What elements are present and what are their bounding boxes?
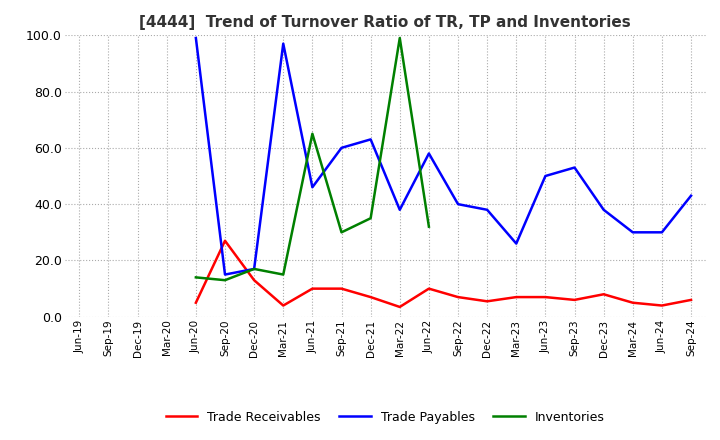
Trade Payables <box>629 230 637 235</box>
Trade Payables <box>512 241 521 246</box>
Inventories <box>250 266 258 271</box>
Inventories <box>337 230 346 235</box>
Inventories <box>395 35 404 40</box>
Trade Payables <box>366 137 375 142</box>
Trade Payables <box>220 272 229 277</box>
Trade Receivables <box>454 294 462 300</box>
Trade Payables <box>279 41 287 46</box>
Trade Receivables <box>657 303 666 308</box>
Trade Payables <box>483 207 492 213</box>
Trade Receivables <box>425 286 433 291</box>
Trade Payables <box>657 230 666 235</box>
Trade Receivables <box>599 292 608 297</box>
Trade Receivables <box>308 286 317 291</box>
Trade Receivables <box>337 286 346 291</box>
Legend: Trade Receivables, Trade Payables, Inventories: Trade Receivables, Trade Payables, Inven… <box>161 406 610 429</box>
Inventories <box>425 224 433 229</box>
Trade Payables <box>454 202 462 207</box>
Inventories <box>220 278 229 283</box>
Trade Receivables <box>570 297 579 303</box>
Line: Trade Payables: Trade Payables <box>196 38 691 275</box>
Trade Receivables <box>192 300 200 305</box>
Inventories <box>366 216 375 221</box>
Trade Receivables <box>483 299 492 304</box>
Trade Receivables <box>512 294 521 300</box>
Inventories <box>308 131 317 136</box>
Trade Payables <box>250 266 258 271</box>
Trade Receivables <box>220 238 229 243</box>
Inventories <box>279 272 287 277</box>
Line: Inventories: Inventories <box>196 38 429 280</box>
Trade Receivables <box>279 303 287 308</box>
Trade Receivables <box>250 278 258 283</box>
Trade Payables <box>599 207 608 213</box>
Trade Payables <box>425 151 433 156</box>
Trade Receivables <box>687 297 696 303</box>
Trade Payables <box>541 173 550 179</box>
Inventories <box>192 275 200 280</box>
Trade Receivables <box>366 294 375 300</box>
Trade Payables <box>570 165 579 170</box>
Title: [4444]  Trend of Turnover Ratio of TR, TP and Inventories: [4444] Trend of Turnover Ratio of TR, TP… <box>140 15 631 30</box>
Trade Receivables <box>629 300 637 305</box>
Trade Payables <box>308 185 317 190</box>
Line: Trade Receivables: Trade Receivables <box>196 241 691 307</box>
Trade Receivables <box>541 294 550 300</box>
Trade Payables <box>337 145 346 150</box>
Trade Receivables <box>395 304 404 310</box>
Trade Payables <box>192 35 200 40</box>
Trade Payables <box>395 207 404 213</box>
Trade Payables <box>687 193 696 198</box>
